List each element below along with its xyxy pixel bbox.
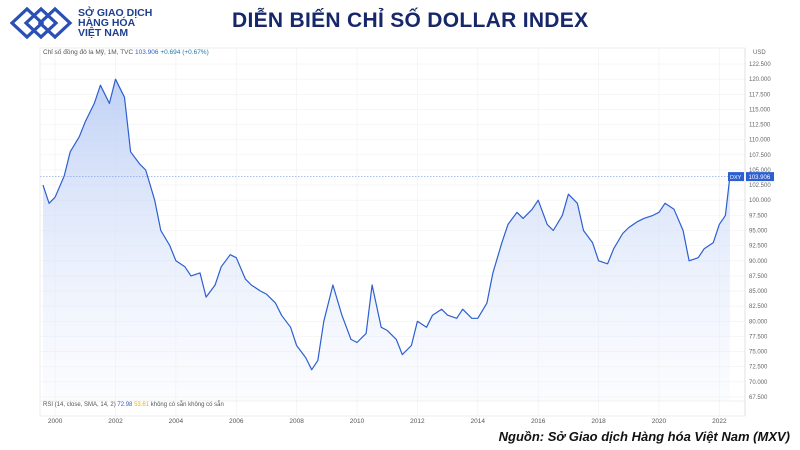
y-tick-label: 117.500 xyxy=(749,92,771,98)
x-tick-label: 2020 xyxy=(652,418,667,425)
x-tick-label: 2002 xyxy=(108,418,123,425)
y-tick-label: 70.000 xyxy=(749,380,768,386)
y-tick-label: 97.500 xyxy=(749,213,768,219)
x-tick-label: 2008 xyxy=(289,418,304,425)
rsi-legend: RSI (14, close, SMA, 14, 2) 72.98 53.61 … xyxy=(43,402,224,408)
y-tick-label: 80.000 xyxy=(749,319,768,325)
y-tick-label: 82.500 xyxy=(749,304,768,310)
series-line xyxy=(42,78,731,371)
rsi-sma-value: 53.61 xyxy=(134,402,150,408)
legend-change: +0.694 (+0.67%) xyxy=(160,49,209,56)
x-tick-label: 2010 xyxy=(350,418,365,425)
logo-line-3: VIỆT NAM xyxy=(78,27,129,39)
y-tick-label: 67.500 xyxy=(749,395,768,401)
y-tick-label: 112.500 xyxy=(749,123,771,129)
y-tick-label: 85.000 xyxy=(749,289,768,295)
y-tick-label: 120.000 xyxy=(749,77,771,83)
rsi-na-1: không có sẵn xyxy=(150,402,187,408)
y-tick-label: 72.500 xyxy=(749,365,768,371)
x-tick-label: 2022 xyxy=(712,418,727,425)
dollar-index-chart: 67.500 70.000 72.500 75.000 77.500 80.000 82.5… xyxy=(39,47,774,425)
price-tag-value-box xyxy=(746,172,774,182)
page-title: DIỄN BIẾN CHỈ SỐ DOLLAR INDEX xyxy=(232,9,589,32)
y-tick-label: 75.000 xyxy=(749,350,768,356)
y-tick-label: 115.000 xyxy=(749,107,771,113)
logo-icon xyxy=(9,6,73,40)
rsi-na-2: không có sẵn xyxy=(188,402,224,408)
price-tag-symbol: DXY xyxy=(730,175,742,181)
header: SỞ GIAO DỊCH HÀNG HÓA VIỆT NAM DIỄN BIẾN… xyxy=(0,0,800,44)
x-tick-label: 2004 xyxy=(169,418,184,425)
x-tick-label: 2006 xyxy=(229,418,244,425)
y-tick-label: 105.000 xyxy=(749,168,771,174)
y-tick-label: 100.000 xyxy=(749,198,771,204)
logo: SỞ GIAO DỊCH HÀNG HÓA VIỆT NAM xyxy=(9,6,190,40)
y-tick-label: 92.500 xyxy=(749,244,768,250)
price-tag-value: 103.906 xyxy=(749,175,771,181)
logo-text: SỞ GIAO DỊCH HÀNG HÓA VIỆT NAM xyxy=(78,7,153,39)
legend-value: 103.906 xyxy=(135,49,159,56)
price-tag-symbol-box xyxy=(728,172,744,182)
y-tick-label: 77.500 xyxy=(749,334,768,340)
x-tick-label: 2012 xyxy=(410,418,425,425)
currency-label: USD xyxy=(753,50,766,56)
series-area xyxy=(43,79,730,401)
source-note: Nguồn: Sở Giao dịch Hàng hóa Việt Nam (M… xyxy=(498,429,790,444)
y-tick-label: 110.000 xyxy=(749,138,771,144)
legend-series-name: Chỉ số đồng đô la Mỹ, 1M, TVC xyxy=(43,49,134,56)
rsi-value: 72.98 xyxy=(117,402,133,408)
y-tick-label: 122.500 xyxy=(749,62,771,68)
x-tick-label: 2016 xyxy=(531,418,546,425)
y-tick-label: 102.500 xyxy=(749,183,771,189)
rsi-label: RSI (14, close, SMA, 14, 2) xyxy=(43,402,116,408)
y-tick-label: 87.500 xyxy=(749,274,768,280)
x-tick-label: 2018 xyxy=(591,418,606,425)
x-tick-label: 2000 xyxy=(48,418,63,425)
chart-legend: Chỉ số đồng đô la Mỹ, 1M, TVC 103.906 +0… xyxy=(43,49,209,56)
y-tick-label: 90.000 xyxy=(749,259,768,265)
logo-line-1: SỞ GIAO DỊCH xyxy=(78,7,153,19)
y-tick-label: 95.000 xyxy=(749,229,768,235)
y-tick-label: 107.500 xyxy=(749,153,771,159)
logo-line-2: HÀNG HÓA xyxy=(78,17,136,29)
x-tick-label: 2014 xyxy=(471,418,486,425)
